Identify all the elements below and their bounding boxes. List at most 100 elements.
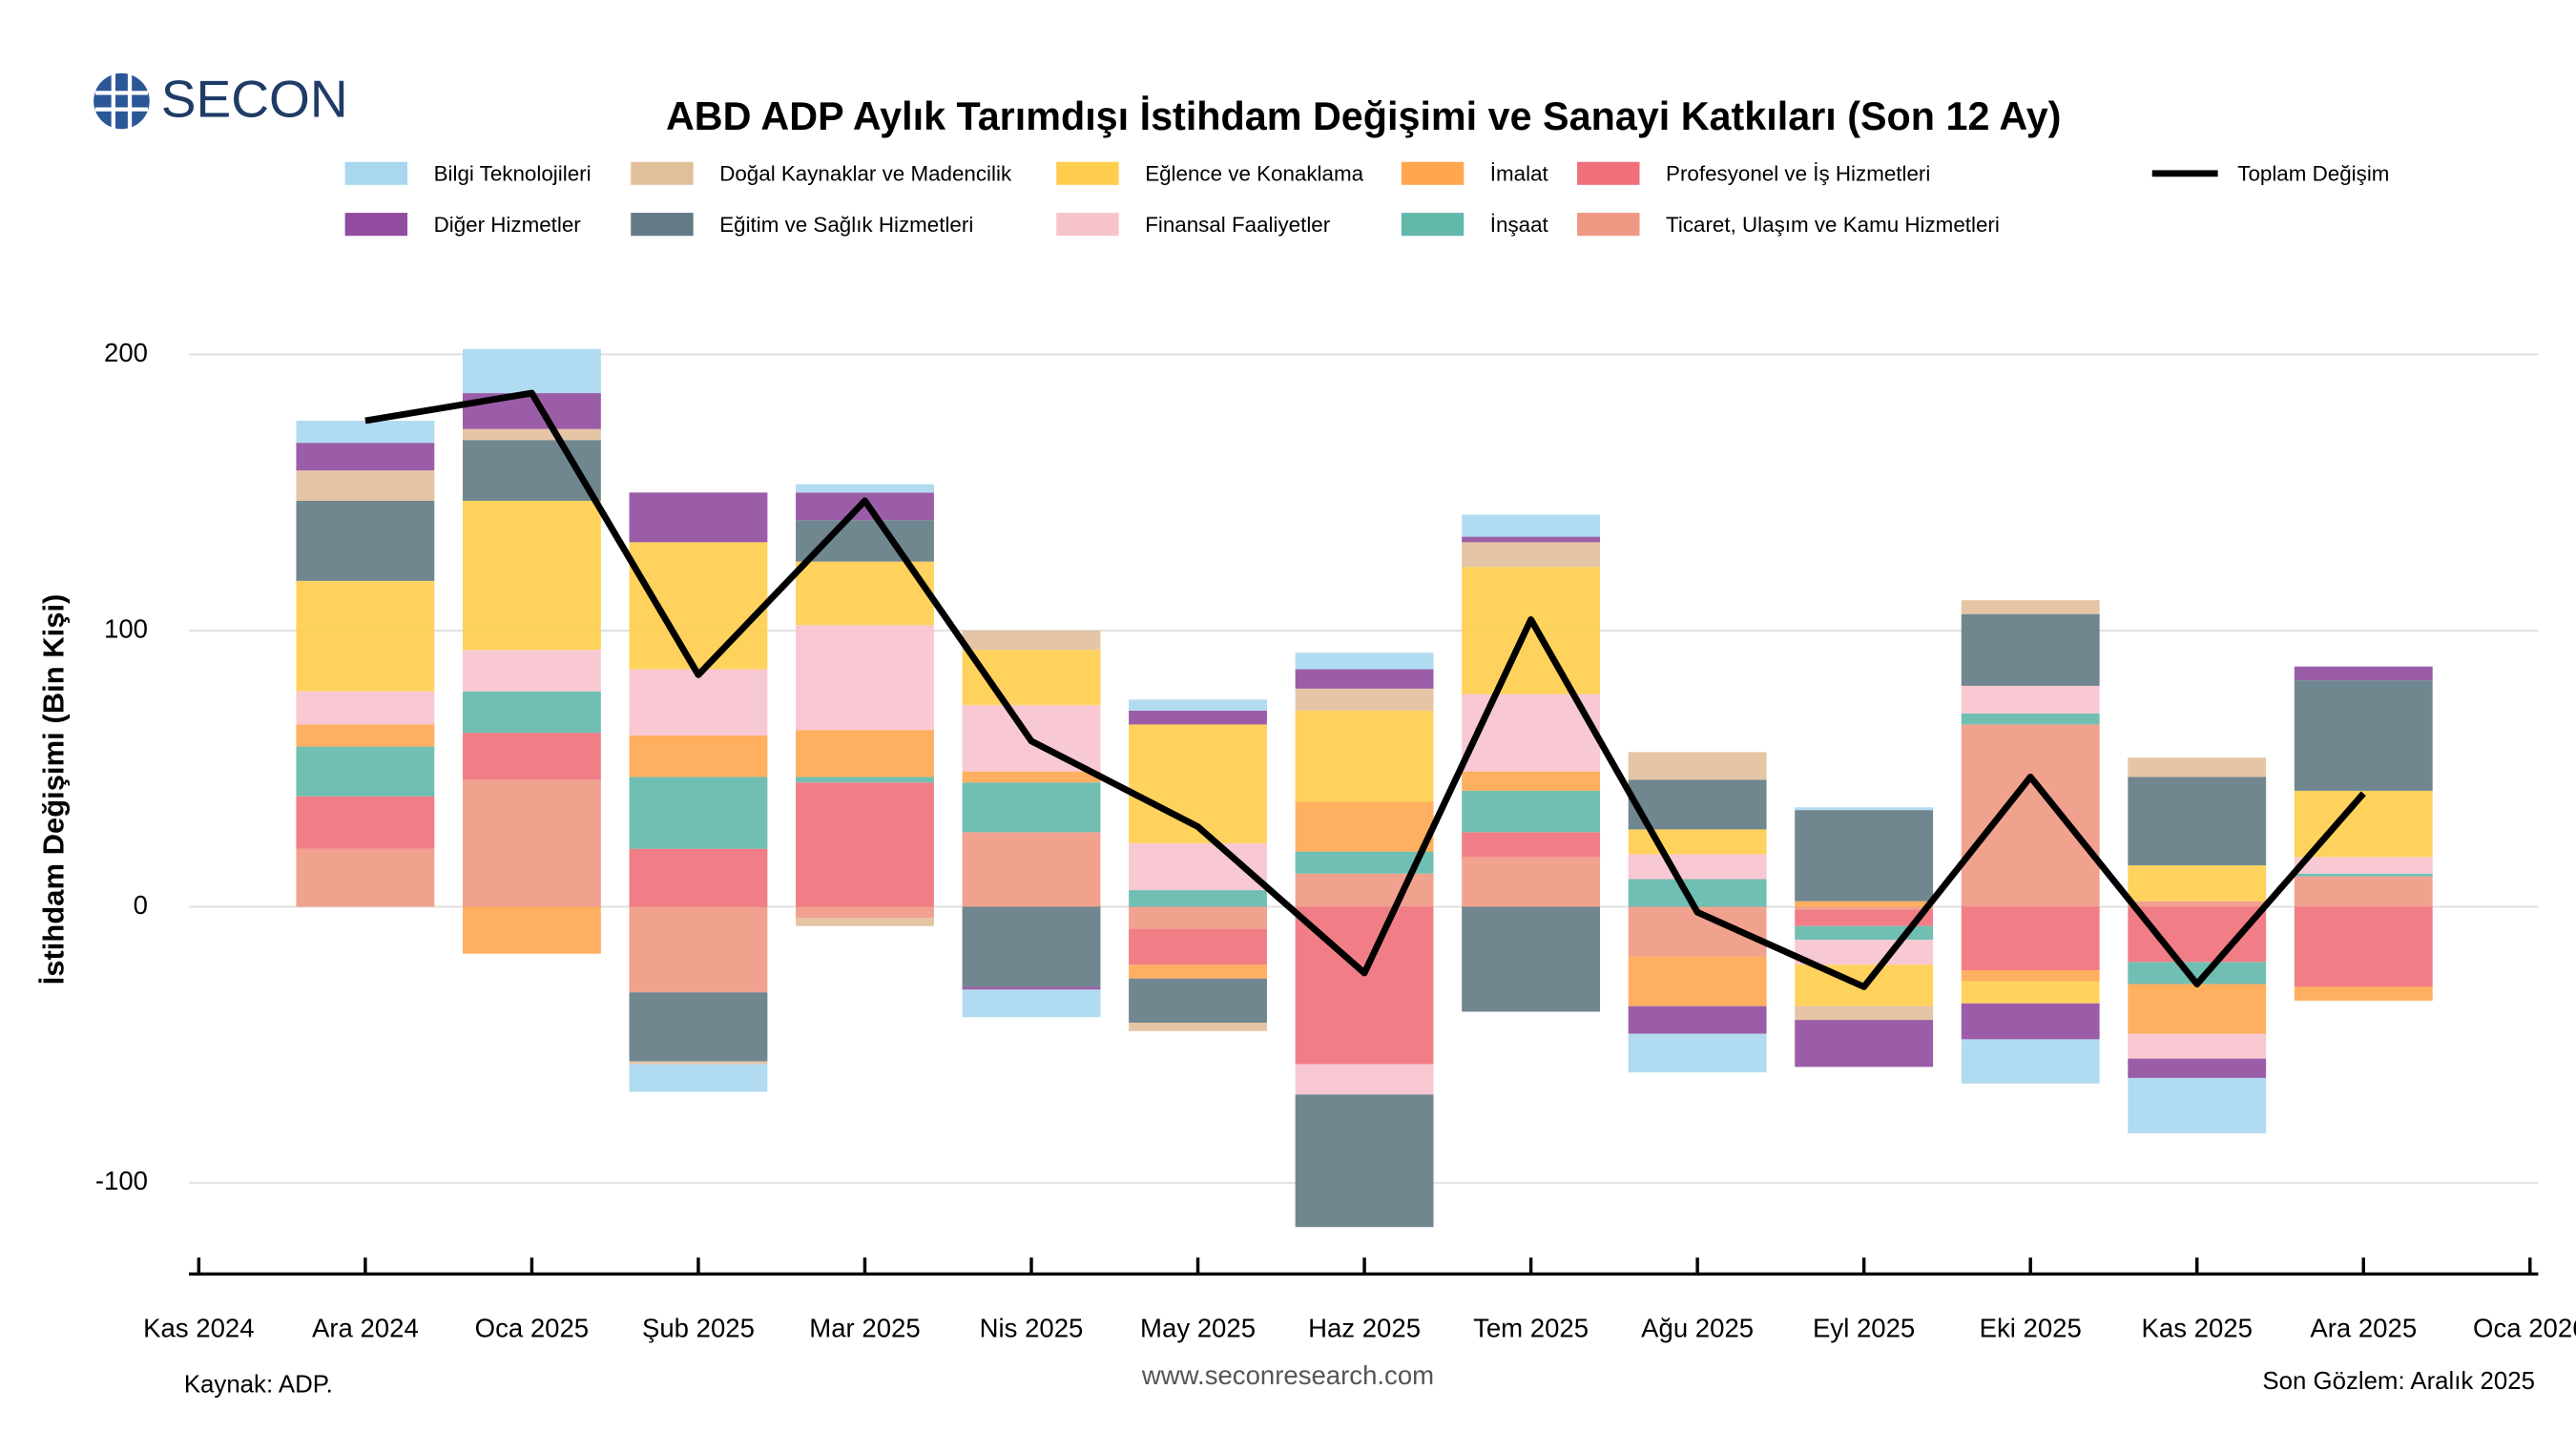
bar-segment bbox=[296, 796, 435, 849]
bar-segment bbox=[1628, 854, 1767, 880]
bar-segment bbox=[1628, 879, 1767, 907]
bar-segment bbox=[629, 848, 768, 907]
bar-segment bbox=[296, 421, 435, 444]
bar-segment bbox=[1628, 1033, 1767, 1073]
bar-segment bbox=[962, 832, 1101, 907]
bar-segment bbox=[629, 777, 768, 849]
bar-segment bbox=[1129, 710, 1267, 725]
bar-segment bbox=[1795, 901, 1934, 907]
bar-segment bbox=[1462, 832, 1601, 858]
bar-segment bbox=[1129, 906, 1267, 929]
bar-segment bbox=[796, 520, 934, 562]
bar-segment bbox=[296, 580, 435, 692]
legend-label: Finansal Faaliyetler bbox=[1145, 213, 1331, 237]
bar-segment bbox=[1295, 851, 1434, 874]
legend-swatch bbox=[631, 161, 694, 185]
bar-segment bbox=[796, 918, 934, 926]
bar-segment bbox=[1795, 810, 1934, 902]
legend-item: İmalat bbox=[1401, 161, 1549, 185]
bar-segment bbox=[962, 989, 1101, 1018]
legend-item: Diğer Hizmetler bbox=[344, 213, 581, 237]
legend-label: Eğitim ve Sağlık Hizmetleri bbox=[719, 213, 973, 237]
bar-segment bbox=[296, 443, 435, 471]
bar-segment bbox=[296, 691, 435, 725]
bar-segment bbox=[1295, 669, 1434, 689]
bar-segment bbox=[462, 428, 601, 441]
legend-label: Profesyonel ve İş Hizmetleri bbox=[1666, 161, 1930, 185]
x-tick-label: Kas 2025 bbox=[2142, 1313, 2253, 1342]
bar-segment bbox=[1795, 906, 1934, 910]
x-tick-label: Kas 2024 bbox=[143, 1313, 254, 1342]
bar-segment bbox=[1961, 685, 2100, 714]
bar-segment bbox=[296, 500, 435, 581]
bar-segment bbox=[1628, 1006, 1767, 1034]
bar-segment bbox=[962, 771, 1101, 783]
y-axis-label: İstihdam Değişimi (Bin Kişi) bbox=[37, 594, 71, 985]
x-tick-label: Şub 2025 bbox=[642, 1313, 755, 1342]
y-tick-label: 0 bbox=[134, 890, 148, 920]
legend-swatch bbox=[1056, 161, 1119, 185]
bar-segment bbox=[1961, 981, 2100, 1004]
legend-label: İmalat bbox=[1490, 161, 1549, 185]
bar-segment bbox=[2128, 962, 2267, 985]
legend-swatch bbox=[1401, 213, 1465, 237]
y-tick-label: 200 bbox=[104, 338, 148, 367]
legend-swatch bbox=[1401, 161, 1465, 185]
legend-item: Doğal Kaynaklar ve Madencilik bbox=[631, 161, 1012, 185]
bar-segment bbox=[2294, 666, 2433, 681]
bar-segment bbox=[1961, 970, 2100, 982]
bar-segment bbox=[2294, 873, 2433, 877]
bar-segment bbox=[1628, 956, 1767, 1006]
bar-segment bbox=[1462, 771, 1601, 791]
bar-segment bbox=[1462, 857, 1601, 907]
bar-segment bbox=[2294, 857, 2433, 874]
x-tick-label: Haz 2025 bbox=[1308, 1313, 1421, 1342]
legend-item: Bilgi Teknolojileri bbox=[344, 161, 592, 185]
legend-label: Eğlence ve Konaklama bbox=[1145, 161, 1363, 185]
logo-text: SECON bbox=[161, 69, 348, 128]
bar-segment bbox=[796, 777, 934, 783]
bar-segment bbox=[1961, 724, 2100, 907]
bar-segment bbox=[2128, 1077, 2267, 1133]
bar-segment bbox=[1462, 514, 1601, 537]
legend-swatch bbox=[344, 213, 408, 237]
bar-segment bbox=[796, 906, 934, 919]
logo-icon bbox=[93, 73, 150, 130]
bar-segment bbox=[1295, 873, 1434, 907]
x-tick-label: Oca 2026 bbox=[2473, 1313, 2576, 1342]
bar-segment bbox=[2128, 1033, 2267, 1059]
bar-segment bbox=[462, 779, 601, 907]
source: Kaynak: ADP. bbox=[184, 1371, 333, 1398]
legend-swatch bbox=[1577, 161, 1640, 185]
bar-segment bbox=[1795, 909, 1934, 926]
bar-segment bbox=[1462, 536, 1601, 543]
bar-segment bbox=[629, 906, 768, 993]
bar-segment bbox=[1961, 1003, 2100, 1040]
bar-segment bbox=[1462, 790, 1601, 833]
bar-segment bbox=[1795, 1020, 1934, 1068]
bar-segment bbox=[1628, 779, 1767, 830]
bar-segment bbox=[1295, 653, 1434, 670]
x-tick-label: Ara 2024 bbox=[312, 1313, 419, 1342]
chart-title: ABD ADP Aylık Tarımdışı İstihdam Değişim… bbox=[666, 94, 2061, 138]
bar-segment bbox=[462, 348, 601, 394]
y-tick-label: -100 bbox=[95, 1166, 148, 1195]
bar-segment bbox=[462, 500, 601, 651]
bar-segment bbox=[962, 906, 1101, 987]
bar-segment bbox=[462, 733, 601, 780]
bar-segment bbox=[1462, 906, 1601, 1012]
bar-segment bbox=[1295, 710, 1434, 802]
bar-segment bbox=[462, 650, 601, 692]
last-observation: Son Gözlem: Aralık 2025 bbox=[2262, 1368, 2535, 1395]
legend-item: Ticaret, Ulaşım ve Kamu Hizmetleri bbox=[1577, 213, 2000, 237]
bar-segment bbox=[2128, 1058, 2267, 1078]
legend-item: İnşaat bbox=[1401, 213, 1549, 237]
bar-segment bbox=[1961, 613, 2100, 686]
bar-segment bbox=[1129, 699, 1267, 711]
bar-segment bbox=[1795, 925, 1934, 941]
legend-swatch bbox=[344, 161, 408, 185]
bar-segment bbox=[1129, 1023, 1267, 1031]
bar-segment bbox=[296, 470, 435, 501]
y-tick-label: 100 bbox=[104, 613, 148, 643]
